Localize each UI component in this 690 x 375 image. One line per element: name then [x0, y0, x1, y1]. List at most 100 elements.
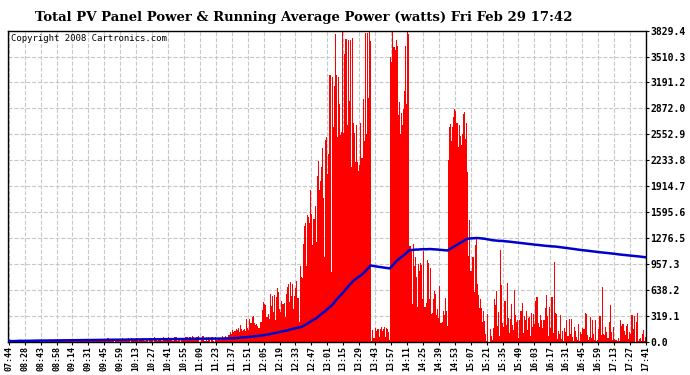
- Bar: [331, 272, 332, 342]
- Bar: [51, 340, 52, 342]
- Bar: [430, 268, 431, 342]
- Bar: [285, 317, 286, 342]
- Bar: [448, 160, 449, 342]
- Bar: [424, 308, 426, 342]
- Bar: [549, 307, 551, 342]
- Bar: [63, 340, 65, 342]
- Bar: [59, 340, 61, 342]
- Bar: [256, 324, 257, 342]
- Bar: [640, 338, 641, 342]
- Bar: [208, 338, 209, 342]
- Bar: [92, 339, 94, 342]
- Bar: [315, 242, 317, 342]
- Bar: [293, 309, 294, 342]
- Bar: [303, 244, 304, 342]
- Bar: [104, 339, 106, 342]
- Bar: [564, 328, 565, 342]
- Bar: [141, 338, 143, 342]
- Bar: [353, 123, 354, 342]
- Bar: [119, 341, 120, 342]
- Bar: [18, 341, 19, 342]
- Bar: [94, 339, 95, 342]
- Bar: [75, 341, 77, 342]
- Bar: [366, 134, 367, 342]
- Bar: [295, 288, 297, 342]
- Bar: [231, 334, 233, 342]
- Bar: [489, 330, 491, 342]
- Bar: [348, 101, 350, 342]
- Bar: [553, 262, 555, 342]
- Bar: [409, 246, 411, 342]
- Bar: [245, 330, 246, 342]
- Bar: [452, 127, 453, 342]
- Bar: [145, 341, 146, 342]
- Bar: [8, 341, 9, 342]
- Bar: [431, 314, 432, 342]
- Bar: [546, 295, 547, 342]
- Bar: [297, 298, 299, 342]
- Bar: [551, 297, 553, 342]
- Bar: [288, 284, 289, 342]
- Bar: [514, 290, 515, 342]
- Bar: [126, 339, 127, 342]
- Bar: [581, 334, 582, 342]
- Bar: [567, 336, 569, 342]
- Bar: [79, 340, 80, 342]
- Bar: [206, 337, 207, 342]
- Bar: [106, 339, 108, 342]
- Bar: [248, 330, 249, 342]
- Bar: [635, 322, 637, 342]
- Bar: [305, 223, 306, 342]
- Bar: [444, 315, 445, 342]
- Bar: [176, 337, 177, 342]
- Bar: [253, 316, 254, 342]
- Bar: [364, 141, 365, 342]
- Bar: [370, 40, 371, 342]
- Bar: [509, 333, 510, 342]
- Bar: [460, 136, 461, 342]
- Bar: [418, 264, 419, 342]
- Bar: [492, 340, 493, 342]
- Bar: [357, 162, 358, 342]
- Bar: [631, 315, 633, 342]
- Bar: [457, 147, 459, 342]
- Bar: [323, 198, 324, 342]
- Bar: [162, 341, 163, 342]
- Bar: [500, 250, 501, 342]
- Bar: [151, 338, 152, 342]
- Bar: [351, 167, 352, 342]
- Bar: [195, 340, 196, 342]
- Bar: [356, 124, 357, 342]
- Bar: [70, 340, 71, 342]
- Bar: [504, 302, 506, 342]
- Bar: [485, 334, 486, 342]
- Bar: [571, 319, 572, 342]
- Bar: [562, 331, 563, 342]
- Bar: [515, 315, 516, 342]
- Bar: [524, 316, 525, 342]
- Bar: [252, 317, 253, 342]
- Bar: [561, 339, 562, 342]
- Bar: [146, 339, 147, 342]
- Bar: [246, 319, 247, 342]
- Bar: [368, 98, 369, 342]
- Bar: [294, 296, 295, 342]
- Bar: [99, 340, 100, 342]
- Bar: [644, 341, 645, 342]
- Bar: [588, 340, 589, 342]
- Bar: [381, 327, 382, 342]
- Bar: [289, 302, 290, 342]
- Bar: [606, 332, 607, 342]
- Bar: [175, 337, 176, 342]
- Bar: [201, 340, 202, 342]
- Bar: [26, 340, 28, 342]
- Bar: [46, 341, 47, 342]
- Bar: [399, 102, 400, 342]
- Bar: [304, 226, 305, 342]
- Bar: [436, 315, 437, 342]
- Bar: [73, 341, 75, 342]
- Text: Copyright 2008 Cartronics.com: Copyright 2008 Cartronics.com: [12, 34, 167, 43]
- Bar: [112, 339, 114, 342]
- Bar: [499, 336, 500, 342]
- Bar: [181, 340, 182, 342]
